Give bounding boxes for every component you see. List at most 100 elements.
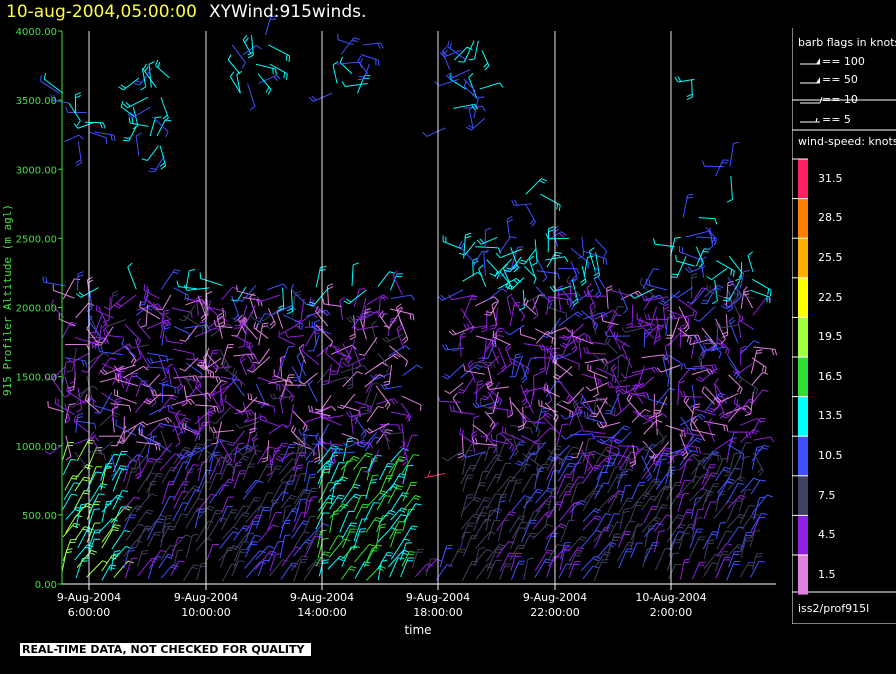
- wind-barb: [657, 290, 681, 306]
- speed-swatch-label: 4.5: [818, 528, 836, 542]
- wind-barb: [531, 239, 538, 266]
- wind-barb: [678, 453, 699, 471]
- y-tick-label: 2000.00: [16, 304, 57, 315]
- wind-barb: [242, 401, 249, 423]
- legend-panel: barb flags in knots == 100 == 50 == 10 =…: [792, 28, 896, 624]
- wind-barb: [738, 398, 756, 412]
- wind-barb: [123, 452, 137, 469]
- wind-barb: [88, 336, 110, 344]
- wind-barb: [128, 117, 149, 127]
- wind-barb: [327, 447, 343, 464]
- speed-swatch-label: 28.5: [818, 211, 843, 225]
- wind-barb: [341, 339, 356, 360]
- wind-barb: [63, 403, 71, 424]
- wind-barb: [632, 410, 654, 429]
- wind-barb: [683, 395, 694, 414]
- wind-barb: [582, 437, 595, 463]
- wind-barb: [256, 446, 275, 465]
- wind-barb: [700, 286, 717, 305]
- wind-barb: [247, 393, 270, 405]
- wind-barb: [358, 431, 378, 448]
- wind-barb: [679, 558, 691, 580]
- wind-barb: [353, 494, 367, 511]
- wind-barb: [233, 548, 248, 568]
- wind-barb: [357, 309, 380, 321]
- wind-barb: [232, 512, 250, 528]
- wind-barb: [173, 367, 184, 392]
- wind-barb: [137, 509, 154, 524]
- wind-barb: [739, 455, 750, 481]
- wind-barb: [146, 417, 173, 426]
- wind-barb: [234, 335, 251, 350]
- wind-barb: [653, 396, 668, 414]
- wind-barb: [691, 456, 711, 476]
- wind-barb: [449, 405, 476, 415]
- wind-barb: [353, 528, 367, 550]
- wind-barb: [509, 441, 526, 461]
- wind-barb: [655, 458, 668, 482]
- wind-barb: [363, 42, 384, 49]
- wind-barb: [334, 447, 356, 454]
- y-tick-label: 1000.00: [16, 442, 57, 453]
- wind-barb: [642, 547, 654, 568]
- wind-barb: [475, 548, 493, 563]
- wind-barb: [679, 433, 689, 460]
- wind-barb: [583, 250, 607, 265]
- wind-barb: [680, 413, 706, 426]
- wind-barb: [635, 409, 656, 417]
- wind-barb: [233, 470, 247, 489]
- wind-barb: [354, 561, 371, 579]
- wind-barb: [698, 217, 718, 225]
- wind-barb: [101, 529, 119, 549]
- wind-barb: [261, 440, 270, 463]
- wind-barb: [727, 355, 740, 379]
- wind-barb: [644, 524, 656, 548]
- wind-barb: [161, 467, 177, 484]
- wind-barb: [150, 433, 172, 453]
- wind-barb: [484, 459, 503, 480]
- wind-barb: [122, 96, 149, 109]
- wind-barb: [544, 532, 558, 551]
- wind-barb: [283, 404, 294, 428]
- wind-barb: [340, 455, 360, 471]
- wind-barb: [739, 561, 755, 578]
- wind-barb: [574, 288, 594, 301]
- wind-barb: [277, 287, 285, 312]
- wind-barb: [74, 544, 94, 561]
- wind-barb: [499, 563, 512, 580]
- wind-barb: [580, 393, 593, 418]
- wind-barb: [246, 535, 261, 551]
- wind-barb: [510, 527, 525, 549]
- wind-barb: [383, 364, 393, 386]
- wind-barb: [303, 561, 322, 581]
- wind-barb: [281, 546, 302, 567]
- wind-barb: [247, 83, 256, 111]
- wind-barb: [113, 294, 137, 309]
- wind-barb: [534, 549, 554, 571]
- wind-barb: [306, 496, 318, 514]
- wind-barb: [671, 286, 694, 299]
- wind-barb: [185, 444, 211, 457]
- wind-barb: [89, 315, 103, 333]
- wind-barb: [52, 284, 75, 299]
- wind-barb: [606, 381, 631, 388]
- wind-barb: [484, 300, 500, 316]
- wind-barb: [89, 483, 108, 502]
- wind-barb: [463, 364, 485, 375]
- wind-barb: [88, 493, 105, 514]
- wind-barb: [158, 496, 176, 518]
- wind-barb: [689, 487, 708, 502]
- wind-barb: [492, 330, 511, 346]
- wind-barb: [238, 305, 256, 327]
- wind-barb: [594, 238, 608, 257]
- wind-barb: [197, 347, 210, 367]
- wind-barb: [740, 531, 753, 552]
- wind-barb: [382, 333, 404, 343]
- wind-barb: [253, 321, 269, 339]
- wind-barb: [619, 452, 631, 471]
- wind-barb: [330, 462, 346, 482]
- wind-barb: [375, 353, 401, 368]
- wind-barb: [354, 543, 376, 563]
- wind-barb: [364, 305, 389, 315]
